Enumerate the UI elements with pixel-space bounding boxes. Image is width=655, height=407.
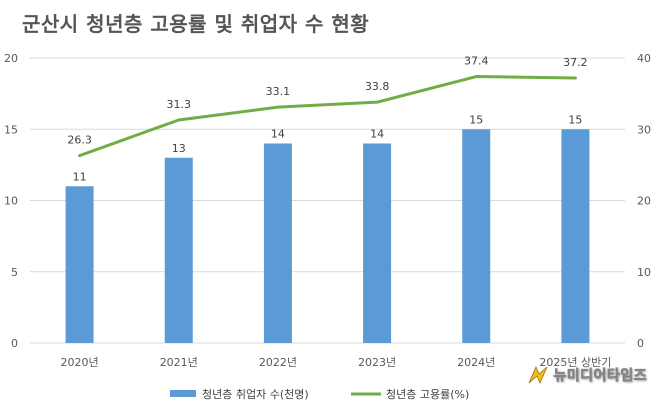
bar xyxy=(363,143,392,343)
bar-data-label: 11 xyxy=(73,170,87,183)
line-series-path xyxy=(79,75,576,158)
watermark-text: 뉴미디어타임즈 xyxy=(553,368,647,385)
legend: 청년층 취업자 수(천명) 청년층 고용률(%) xyxy=(170,387,469,401)
bar xyxy=(65,186,94,343)
x-tick-label: 2021년 xyxy=(160,356,198,369)
bar-data-label: 15 xyxy=(469,113,483,126)
y-left-tick-label: 15 xyxy=(4,123,18,136)
y-left-tick-label: 5 xyxy=(11,266,18,279)
bar xyxy=(164,157,193,343)
line-point xyxy=(474,75,478,79)
bar-data-label: 14 xyxy=(370,128,384,141)
legend-swatch-bar xyxy=(170,390,196,397)
y-right-tick-label: 40 xyxy=(637,52,651,65)
line-point xyxy=(573,76,577,80)
line-series xyxy=(78,75,577,158)
x-tick-label: 2023년 xyxy=(358,356,396,369)
y-right-tick-label: 10 xyxy=(637,266,651,279)
chart-title: 군산시 청년층 고용률 및 취업자 수 현황 xyxy=(22,12,370,36)
y-right-tick-label: 20 xyxy=(637,195,651,208)
line-data-label: 33.1 xyxy=(266,85,291,98)
y-right-tick-label: 0 xyxy=(637,337,644,350)
y-left-tick-label: 10 xyxy=(4,195,18,208)
bar-data-label: 13 xyxy=(172,142,186,155)
x-tick-label: 2020년 xyxy=(61,356,99,369)
x-tick-label: 2024년 xyxy=(457,356,495,369)
line-point xyxy=(78,154,82,158)
line-data-label: 26.3 xyxy=(67,134,92,147)
line-data-label: 31.3 xyxy=(167,98,192,111)
y-right-tick-label: 30 xyxy=(637,123,651,136)
data-labels: 11 13 14 14 15 15 26.3 31.3 33.1 33.8 37.4 37.2 xyxy=(67,55,587,184)
y-left-tick-label: 0 xyxy=(11,337,18,350)
x-tick-label: 2022년 xyxy=(259,356,297,369)
legend-label-bar: 청년층 취업자 수(천명) xyxy=(202,387,309,401)
bar-series xyxy=(65,129,590,343)
bar xyxy=(263,143,292,343)
y-left-tick-label: 20 xyxy=(4,52,18,65)
gridlines xyxy=(30,57,625,344)
x-tick-label: 2025년 상반기 xyxy=(539,356,611,369)
bar xyxy=(462,129,491,343)
line-point xyxy=(177,118,181,122)
bar-data-label: 14 xyxy=(271,128,285,141)
lightning-logo-icon xyxy=(528,365,548,385)
line-point xyxy=(375,100,379,104)
line-point xyxy=(276,105,280,109)
line-data-label: 37.2 xyxy=(563,56,588,69)
bar xyxy=(561,129,590,343)
line-data-label: 37.4 xyxy=(464,55,489,68)
watermark-logo: 뉴미디어타임즈 xyxy=(527,365,647,385)
bar-data-label: 15 xyxy=(568,113,582,126)
line-data-label: 33.8 xyxy=(365,80,390,93)
legend-label-line: 청년층 고용률(%) xyxy=(386,388,469,401)
axis-labels: 0 0 5 10 10 20 15 30 20 40 2020년 2021년 2022년 2023년 202… xyxy=(4,52,651,369)
